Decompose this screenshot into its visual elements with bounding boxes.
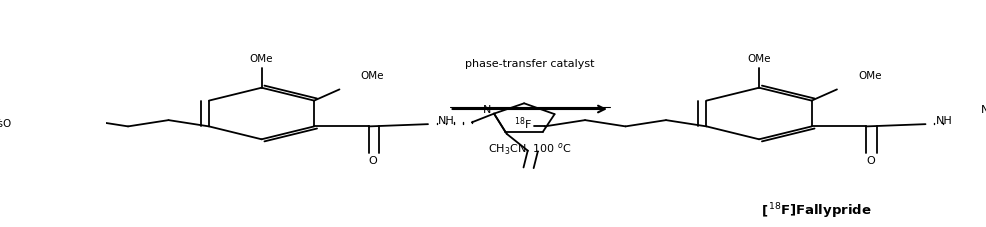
Text: $^{18}$F]Fallypride: $^{18}$F]Fallypride [767, 201, 871, 221]
Text: NH: NH [935, 116, 951, 126]
Text: CH$_3$CN, 100 $^o$C: CH$_3$CN, 100 $^o$C [487, 141, 571, 157]
Text: O: O [866, 156, 875, 166]
Text: OMe: OMe [360, 71, 384, 81]
Text: OMe: OMe [857, 71, 880, 81]
Text: TsO: TsO [0, 119, 11, 129]
Text: NH: NH [438, 116, 455, 126]
Text: O: O [369, 156, 378, 166]
Text: N: N [482, 105, 491, 115]
Text: phase-transfer catalyst: phase-transfer catalyst [464, 59, 594, 69]
Text: N: N [979, 105, 986, 115]
Text: OMe: OMe [249, 54, 273, 64]
Text: $^{18}$F: $^{18}$F [514, 116, 531, 132]
Text: OMe: OMe [746, 54, 770, 64]
Text: [: [ [760, 205, 767, 217]
